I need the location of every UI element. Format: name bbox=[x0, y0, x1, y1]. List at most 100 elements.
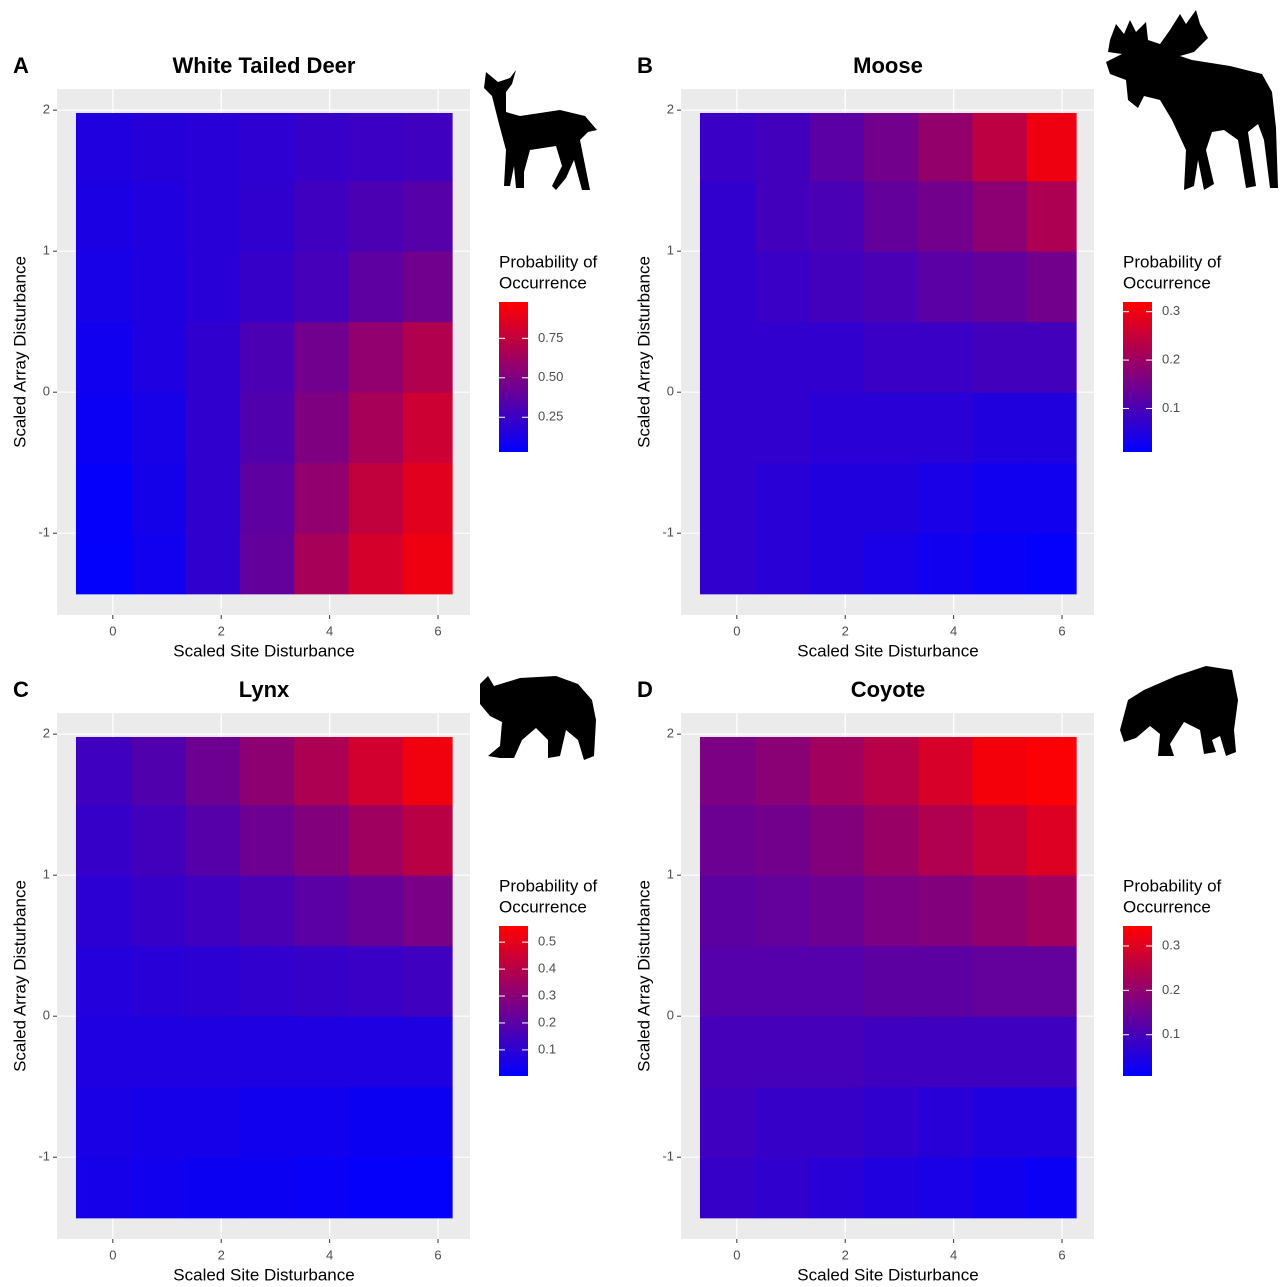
x-tick-label: 6 bbox=[1058, 623, 1065, 638]
y-axis-title: Scaled Array Disturbance bbox=[10, 256, 29, 448]
legend-title: Occurrence bbox=[499, 897, 587, 916]
heat-cell bbox=[186, 463, 241, 534]
heat-cell bbox=[918, 805, 973, 876]
heat-cell bbox=[186, 737, 241, 805]
heat-cell bbox=[700, 946, 756, 1017]
heat-cell bbox=[240, 322, 295, 393]
heat-cell bbox=[973, 1087, 1028, 1158]
heat-cell bbox=[700, 463, 756, 534]
colorbar-tick-label: 0.3 bbox=[1162, 303, 1180, 318]
heat-cell bbox=[294, 181, 349, 252]
heat-cell bbox=[756, 181, 811, 252]
heat-cell bbox=[349, 322, 404, 393]
x-tick-label: 4 bbox=[326, 1247, 333, 1262]
heat-cell bbox=[403, 322, 453, 393]
heat-cell bbox=[918, 1157, 973, 1218]
heat-cell bbox=[349, 113, 404, 181]
heat-cell bbox=[756, 251, 811, 322]
heat-cell bbox=[700, 392, 756, 463]
heat-cell bbox=[1027, 463, 1077, 534]
panel-label: D bbox=[637, 677, 653, 702]
heat-cell bbox=[76, 463, 132, 534]
y-tick-label: 1 bbox=[667, 243, 674, 258]
x-tick-label: 2 bbox=[218, 623, 225, 638]
heat-cell bbox=[864, 251, 919, 322]
heat-cell bbox=[132, 1016, 187, 1087]
y-axis-title: Scaled Array Disturbance bbox=[634, 256, 653, 448]
heat-cell bbox=[864, 805, 919, 876]
heat-cell bbox=[403, 533, 453, 594]
heat-cell bbox=[973, 251, 1028, 322]
deer-silhouette bbox=[484, 70, 597, 190]
heat-cell bbox=[756, 392, 811, 463]
heat-cell bbox=[132, 392, 187, 463]
heat-cell bbox=[864, 1087, 919, 1158]
heat-cell bbox=[186, 875, 241, 946]
heat-cell bbox=[186, 805, 241, 876]
heat-cell bbox=[810, 805, 865, 876]
heat-cell bbox=[700, 1157, 756, 1218]
heat-cell bbox=[810, 946, 865, 1017]
y-tick-label: 2 bbox=[667, 726, 674, 741]
heat-cell bbox=[973, 946, 1028, 1017]
heat-cell bbox=[186, 1157, 241, 1218]
panel-label: A bbox=[13, 53, 29, 78]
heat-cell bbox=[349, 1157, 404, 1218]
colorbar bbox=[1123, 926, 1152, 1076]
heat-cell bbox=[1027, 322, 1077, 393]
heat-cell bbox=[756, 322, 811, 393]
heat-cell bbox=[973, 533, 1028, 594]
heat-cell bbox=[403, 737, 453, 805]
heat-cell bbox=[810, 181, 865, 252]
heat-cell bbox=[186, 533, 241, 594]
heat-cell bbox=[76, 251, 132, 322]
colorbar-tick-label: 0.3 bbox=[538, 987, 556, 1002]
heat-cell bbox=[864, 737, 919, 805]
heat-cell bbox=[240, 181, 295, 252]
x-axis-title: Scaled Site Disturbance bbox=[173, 641, 354, 660]
heat-cell bbox=[973, 322, 1028, 393]
heat-cell bbox=[132, 805, 187, 876]
x-tick-label: 4 bbox=[326, 623, 333, 638]
legend-title: Occurrence bbox=[1123, 273, 1211, 292]
heat-cell bbox=[973, 392, 1028, 463]
heat-cell bbox=[1027, 1157, 1077, 1218]
x-tick-label: 6 bbox=[434, 1247, 441, 1262]
heat-cell bbox=[240, 392, 295, 463]
heat-cell bbox=[76, 1016, 132, 1087]
heat-cell bbox=[1027, 113, 1077, 181]
heat-cell bbox=[294, 1016, 349, 1087]
colorbar-tick-label: 0.25 bbox=[538, 409, 563, 424]
heat-cell bbox=[918, 322, 973, 393]
heat-cell bbox=[186, 392, 241, 463]
heat-cell bbox=[918, 533, 973, 594]
heat-cell bbox=[294, 251, 349, 322]
heat-cell bbox=[918, 1016, 973, 1087]
heat-cell bbox=[973, 875, 1028, 946]
y-tick-label: 1 bbox=[43, 867, 50, 882]
y-tick-label: -1 bbox=[662, 525, 674, 540]
moose-silhouette bbox=[1106, 10, 1278, 190]
heat-cell bbox=[294, 805, 349, 876]
heat-cell bbox=[700, 805, 756, 876]
heat-cell bbox=[132, 463, 187, 534]
heat-cell bbox=[132, 322, 187, 393]
heat-cell bbox=[1027, 1087, 1077, 1158]
heat-cell bbox=[186, 113, 241, 181]
y-tick-label: 2 bbox=[43, 726, 50, 741]
panel: DCoyote0246-1012Scaled Site DisturbanceS… bbox=[634, 677, 1221, 1285]
heat-cell bbox=[349, 533, 404, 594]
heat-cell bbox=[864, 946, 919, 1017]
panel-label: C bbox=[13, 677, 29, 702]
heat-cell bbox=[700, 875, 756, 946]
heat-cell bbox=[240, 463, 295, 534]
heat-cell bbox=[756, 1016, 811, 1087]
heat-cell bbox=[864, 392, 919, 463]
heat-cell bbox=[186, 251, 241, 322]
heat-cell bbox=[810, 251, 865, 322]
heat-cell bbox=[132, 533, 187, 594]
legend-title: Probability of bbox=[499, 252, 598, 271]
heat-cell bbox=[810, 875, 865, 946]
heat-cell bbox=[700, 737, 756, 805]
colorbar-tick-label: 0.75 bbox=[538, 330, 563, 345]
